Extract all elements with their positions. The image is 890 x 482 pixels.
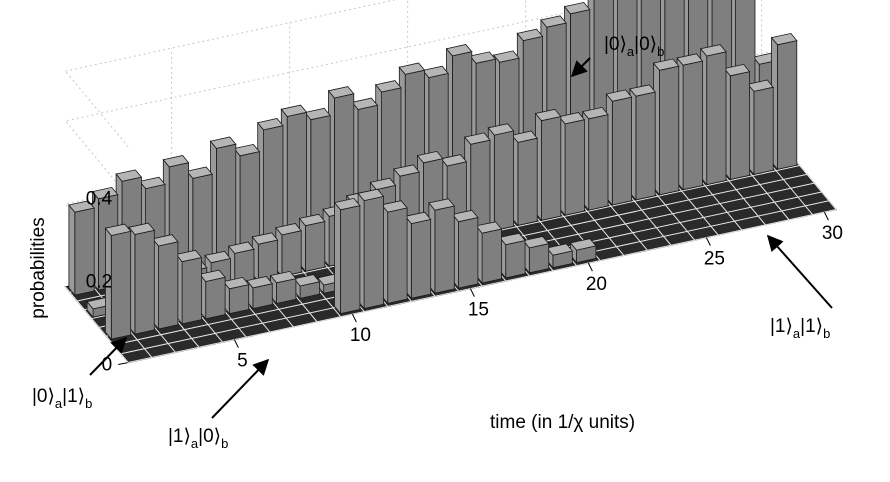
bar	[699, 44, 727, 186]
bar	[104, 223, 132, 341]
bar	[175, 249, 203, 326]
series-annotation-label: |1⟩a|0⟩b	[168, 426, 228, 451]
bar	[246, 276, 274, 310]
bar	[534, 108, 562, 222]
series-annotation-label: |1⟩a|1⟩b	[770, 316, 830, 341]
annotations: |0⟩a|0⟩b |0⟩a|1⟩b |1⟩a|0⟩b |1⟩a|1⟩b	[32, 34, 833, 451]
bar	[293, 274, 321, 300]
bar	[199, 269, 226, 320]
bar	[770, 32, 798, 171]
bar	[404, 211, 432, 300]
x-tick-label: 10	[350, 325, 371, 346]
tick-labels: 5 10 15 20 25 30 0 0.2 0.4	[86, 189, 843, 376]
bar	[227, 241, 255, 288]
bar	[569, 238, 597, 264]
bar	[747, 79, 774, 176]
bar	[581, 106, 609, 212]
z-tick-label: 0.2	[86, 272, 112, 293]
bar	[522, 236, 550, 274]
x-tick-label: 20	[586, 274, 607, 295]
bar	[487, 123, 515, 232]
bar	[451, 209, 479, 290]
z-tick-label: 0.4	[86, 189, 113, 210]
bar	[269, 270, 297, 305]
bar	[380, 200, 408, 305]
bar	[723, 63, 751, 181]
bar	[298, 213, 326, 273]
series-annotation-label: |0⟩a|0⟩b	[604, 34, 664, 59]
bar	[558, 112, 586, 217]
bars-layer	[68, 0, 798, 341]
series-annotation-label: |0⟩a|1⟩b	[32, 386, 92, 411]
z-axis-label: probabilities	[28, 217, 49, 318]
bar	[333, 197, 361, 315]
bar	[652, 58, 680, 196]
bar	[222, 276, 250, 315]
x-tick-label: 30	[822, 223, 843, 244]
bar	[128, 222, 156, 336]
x-tick-label: 5	[237, 351, 248, 372]
bar	[151, 234, 179, 331]
z-tick-label: 0	[102, 355, 113, 376]
bar	[428, 198, 456, 295]
x-tick-label: 25	[704, 249, 725, 270]
bar	[605, 89, 633, 207]
x-axis-label: time (in 1/χ units)	[490, 412, 635, 433]
x-tick-label: 15	[468, 300, 489, 321]
bar	[546, 243, 574, 269]
bar	[275, 223, 302, 278]
bar	[68, 200, 95, 297]
bar	[676, 53, 704, 191]
bar	[357, 188, 385, 310]
bar	[251, 232, 279, 283]
bar	[475, 221, 503, 285]
bar	[498, 232, 526, 280]
bar	[511, 130, 538, 227]
bar	[629, 84, 656, 202]
